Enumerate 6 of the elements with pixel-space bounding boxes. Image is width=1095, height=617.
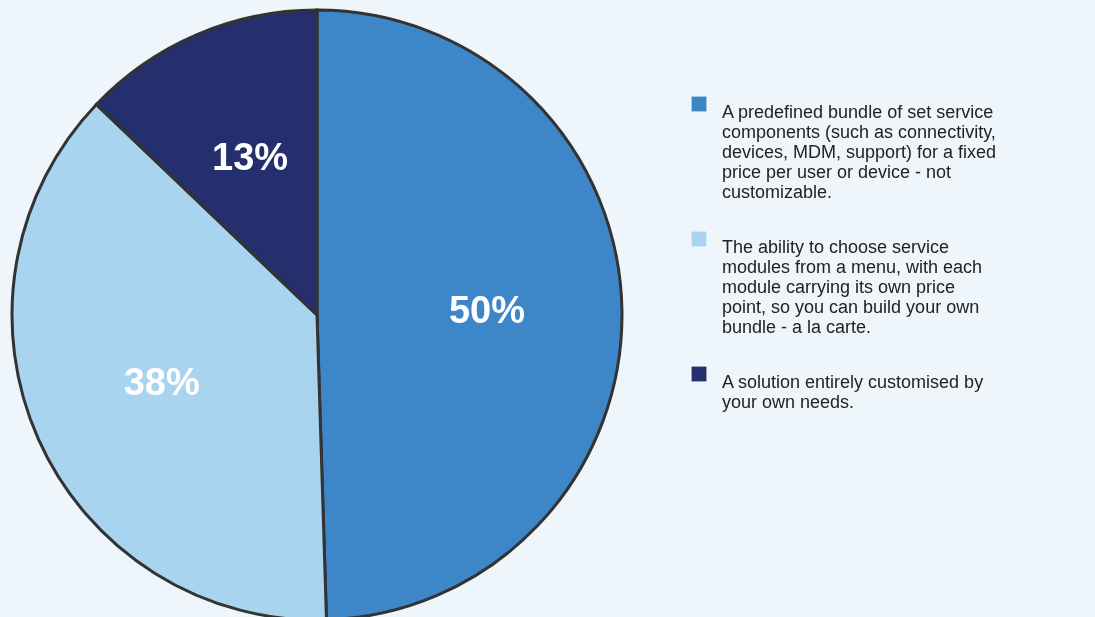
- data-label: 13%: [212, 135, 289, 178]
- legend-label: A solution entirely customised by your own needs.: [722, 372, 984, 412]
- data-label: 38%: [123, 361, 200, 404]
- legend-label: The ability to choose service modules from a menu, with each module carrying its own price point, so you can build your own bundle - a la carte.: [722, 237, 983, 337]
- data-label: 50%: [448, 289, 526, 332]
- legend-label: A predefined bundle of set service components (such as connectivity, devices, MDM, support) for a fixed price per user or device - not customizable.: [722, 102, 997, 202]
